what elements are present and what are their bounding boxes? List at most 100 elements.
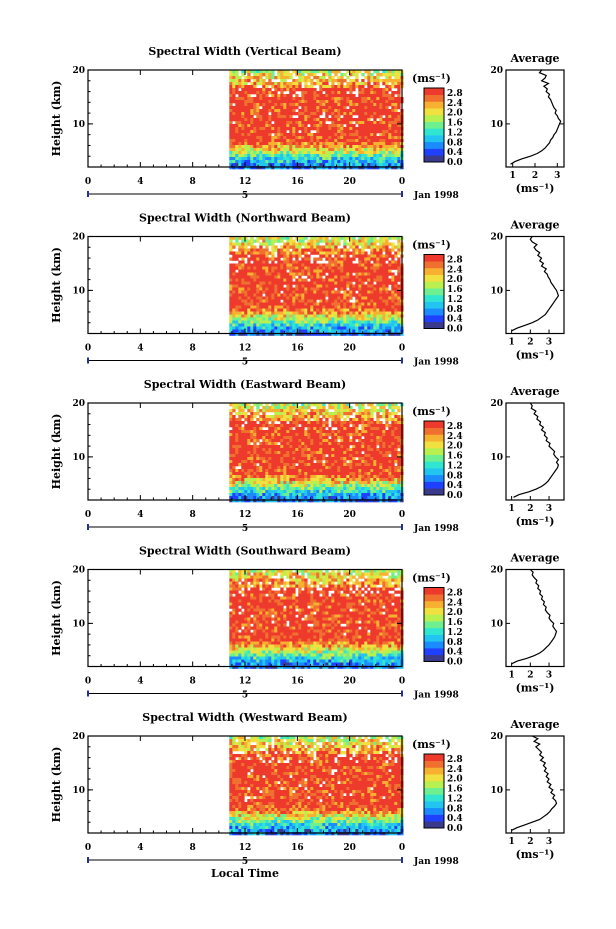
heatmap-cell bbox=[238, 460, 242, 464]
heatmap-cell bbox=[298, 103, 302, 107]
heatmap-cell bbox=[373, 323, 377, 327]
heatmap-cell bbox=[355, 118, 359, 122]
heatmap-cell bbox=[385, 290, 389, 294]
heatmap-cell bbox=[394, 115, 398, 119]
heatmap-cell bbox=[295, 281, 299, 285]
heatmap-cell bbox=[364, 70, 368, 74]
heatmap-cell bbox=[328, 308, 332, 312]
heatmap-cell bbox=[298, 430, 302, 434]
heatmap-cell bbox=[280, 85, 284, 89]
heatmap-cell bbox=[370, 115, 374, 119]
heatmap-cell bbox=[238, 448, 242, 452]
heatmap-cell bbox=[250, 475, 254, 479]
heatmap-cell bbox=[247, 424, 251, 428]
heatmap-cell bbox=[331, 293, 335, 297]
heatmap-cell bbox=[373, 320, 377, 324]
heatmap-cell bbox=[397, 160, 401, 164]
heatmap-cell bbox=[298, 320, 302, 324]
heatmap-cell bbox=[370, 103, 374, 107]
heatmap-cell bbox=[388, 154, 392, 158]
heatmap-cell bbox=[259, 278, 263, 282]
heatmap-cell bbox=[271, 314, 275, 318]
heatmap-cell bbox=[352, 326, 356, 330]
heatmap-cell bbox=[283, 448, 287, 452]
heatmap-cell bbox=[289, 124, 293, 128]
heatmap-cell bbox=[253, 460, 257, 464]
heatmap-cell bbox=[292, 412, 296, 416]
heatmap-cell bbox=[307, 239, 311, 243]
heatmap-cell bbox=[250, 439, 254, 443]
heatmap-cell bbox=[352, 139, 356, 143]
heatmap-cell bbox=[313, 272, 317, 276]
heatmap-cell bbox=[286, 157, 290, 161]
heatmap-cell bbox=[313, 281, 317, 285]
heatmap-cell bbox=[334, 88, 338, 92]
heatmap-cell bbox=[343, 478, 347, 482]
heatmap-cell bbox=[337, 260, 341, 264]
heatmap-cell bbox=[346, 266, 350, 270]
heatmap-cell bbox=[319, 79, 323, 83]
heatmap-cell bbox=[262, 136, 266, 140]
heatmap-cell bbox=[340, 263, 344, 267]
heatmap-cell bbox=[328, 281, 332, 285]
heatmap-cell bbox=[334, 242, 338, 246]
heatmap-cell bbox=[316, 70, 320, 74]
heatmap-cell bbox=[271, 106, 275, 110]
heatmap-cell bbox=[394, 260, 398, 264]
heatmap-cell bbox=[280, 466, 284, 470]
heatmap-cell bbox=[292, 145, 296, 149]
heatmap-cell bbox=[310, 493, 314, 497]
heatmap-cell bbox=[328, 139, 332, 143]
heatmap-cell bbox=[244, 296, 248, 300]
heatmap-cell bbox=[292, 475, 296, 479]
heatmap-cell bbox=[316, 427, 320, 431]
heatmap-cell bbox=[397, 284, 401, 288]
heatmap-cell bbox=[259, 242, 263, 246]
heatmap-cell bbox=[235, 266, 239, 270]
heatmap-cell bbox=[277, 308, 281, 312]
heatmap-cell bbox=[235, 139, 239, 143]
heatmap-cell bbox=[367, 79, 371, 83]
heatmap-cell bbox=[274, 490, 278, 494]
heatmap-cell bbox=[310, 320, 314, 324]
heatmap-cell bbox=[328, 466, 332, 470]
heatmap-cell bbox=[304, 266, 308, 270]
heatmap-cell bbox=[262, 448, 266, 452]
heatmap-cell bbox=[385, 76, 389, 80]
heatmap-cell bbox=[307, 314, 311, 318]
heatmap-cell bbox=[292, 160, 296, 164]
heatmap-cell bbox=[277, 466, 281, 470]
profile-title: Average bbox=[509, 219, 559, 232]
heatmap-cell bbox=[271, 70, 275, 74]
heatmap-cell bbox=[340, 433, 344, 437]
heatmap-cell bbox=[325, 311, 329, 315]
heatmap-cell bbox=[241, 469, 245, 473]
heatmap-cell bbox=[283, 296, 287, 300]
heatmap-cell bbox=[358, 112, 362, 116]
heatmap-cell bbox=[325, 82, 329, 86]
heatmap-cell bbox=[256, 236, 260, 240]
heatmap-cell bbox=[349, 127, 353, 131]
heatmap-cell bbox=[262, 254, 266, 258]
heatmap-cell bbox=[337, 466, 341, 470]
heatmap-cell bbox=[313, 106, 317, 110]
heatmap-cell bbox=[349, 326, 353, 330]
heatmap-cell bbox=[328, 430, 332, 434]
heatmap-cell bbox=[301, 481, 305, 485]
heatmap-cell bbox=[340, 163, 344, 167]
heatmap-cell bbox=[259, 245, 263, 249]
heatmap-cell bbox=[340, 94, 344, 98]
heatmap-cell bbox=[232, 136, 236, 140]
heatmap-cell bbox=[235, 142, 239, 146]
heatmap-cell bbox=[358, 88, 362, 92]
heatmap-cell bbox=[313, 142, 317, 146]
heatmap-cell bbox=[367, 308, 371, 312]
heatmap-cell bbox=[388, 269, 392, 273]
heatmap-cell bbox=[373, 145, 377, 149]
heatmap-cell bbox=[310, 245, 314, 249]
heatmap-cell bbox=[262, 73, 266, 77]
heatmap-cell bbox=[355, 323, 359, 327]
heatmap-cell bbox=[382, 290, 386, 294]
heatmap-cell bbox=[367, 115, 371, 119]
heatmap-cell bbox=[256, 475, 260, 479]
